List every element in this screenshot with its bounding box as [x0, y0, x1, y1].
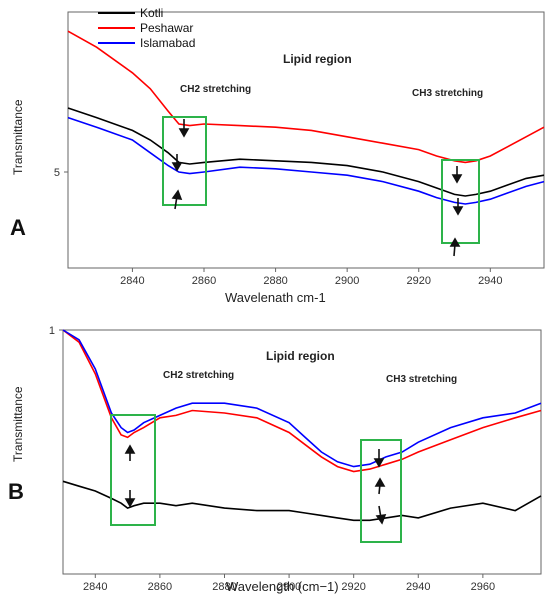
panel-b-ch2-highlight-box — [110, 414, 156, 526]
panel-a-ch2-arrows — [171, 119, 190, 210]
x-tick-label: 2880 — [212, 581, 236, 593]
y-tick-label: 1 — [49, 325, 55, 337]
legend-label-peshawar: Peshawar — [140, 21, 193, 35]
panel-a-y-ticks: 5 — [54, 167, 68, 179]
panel-b-ch3-label: CH3 stretching — [386, 374, 457, 385]
panel-a-plot-frame — [67, 11, 545, 269]
panel-b-title: Lipid region — [266, 349, 335, 363]
panel-b-series-group — [62, 329, 542, 522]
panel-b-ch3-arrows — [373, 449, 387, 525]
series-line-peshawar — [67, 30, 545, 164]
panel-a-ch3-highlight-box — [441, 159, 480, 244]
series-line-islamabad — [67, 116, 545, 205]
panel-a-title: Lipid region — [283, 52, 352, 66]
legend-label-kotli: Kotli — [140, 6, 163, 20]
panel-a: 2840 2860 2880 2900 2920 2940 5 Lipid region … — [10, 6, 545, 305]
panel-a-ch3-arrows — [449, 166, 464, 257]
series-line-kotli — [67, 107, 545, 197]
x-tick-label: 2940 — [406, 581, 430, 593]
panel-a-ch2-highlight-box — [162, 116, 207, 206]
panel-b-letter: B — [8, 479, 24, 504]
x-tick-label: 2920 — [406, 275, 430, 287]
panel-a-letter: A — [10, 215, 26, 240]
x-tick-label: 2860 — [192, 275, 216, 287]
panel-b-x-ticks: 2840 2860 2880 2900 2920 2940 2960 — [83, 574, 495, 593]
panel-b-y-ticks: 1 — [49, 325, 63, 337]
legend-label-islamabad: Islamabad — [140, 36, 195, 50]
series-line-red — [62, 329, 542, 473]
x-tick-label: 2880 — [263, 275, 287, 287]
panel-a-legend: Kotli Peshawar Islamabad — [98, 6, 195, 50]
panel-b-plot-frame — [62, 329, 542, 575]
y-tick-label: 5 — [54, 167, 60, 179]
series-line-blue — [62, 329, 542, 468]
x-tick-label: 2860 — [148, 581, 172, 593]
panel-b-ch2-label: CH2 stretching — [163, 370, 234, 381]
panel-b-y-axis-label: Transmittance — [11, 386, 25, 462]
panel-a-y-axis-label: Transmittance — [11, 99, 25, 175]
panel-a-x-ticks: 2840 2860 2880 2900 2920 2940 — [120, 268, 503, 287]
panel-b-ch2-arrows — [124, 444, 136, 508]
panel-a-series-group — [67, 30, 545, 205]
panel-a-x-axis-label: Wavelenath cm-1 — [225, 290, 326, 305]
panel-a-ch2-label: CH2 stretching — [180, 84, 251, 95]
panel-b-ch3-highlight-box — [360, 439, 402, 543]
x-tick-label: 2900 — [277, 581, 301, 593]
panel-b-x-axis-label: Wavelength (cm−1) — [226, 579, 339, 594]
x-tick-label: 2940 — [478, 275, 502, 287]
x-tick-label: 2920 — [341, 581, 365, 593]
x-tick-label: 2960 — [471, 581, 495, 593]
x-tick-label: 2900 — [335, 275, 359, 287]
x-tick-label: 2840 — [83, 581, 107, 593]
panel-a-ch3-label: CH3 stretching — [412, 88, 483, 99]
x-tick-label: 2840 — [120, 275, 144, 287]
series-line-black — [62, 480, 542, 522]
panel-b: 2840 2860 2880 2900 2920 2940 2960 1 Lipid reg… — [8, 325, 542, 594]
